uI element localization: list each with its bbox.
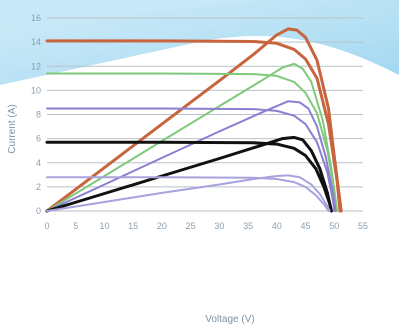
- y-tick-label: 6: [36, 134, 41, 144]
- x-tick-label: 25: [186, 221, 196, 231]
- y-tick-label: 0: [36, 206, 41, 216]
- x-tick-label: 5: [73, 221, 78, 231]
- x-tick-label: 10: [99, 221, 109, 231]
- x-tick-label: 30: [214, 221, 224, 231]
- x-tick-label: 20: [157, 221, 167, 231]
- series-line-4: [46, 72, 338, 212]
- decorative-banner: [0, 0, 399, 85]
- y-tick-label: 2: [36, 182, 41, 192]
- x-tick-label: 15: [128, 221, 138, 231]
- y-tick-label: 14: [31, 37, 41, 47]
- series-group: [45, 27, 343, 213]
- x-tick-label: 40: [272, 221, 282, 231]
- series-line-9: [46, 174, 331, 212]
- x-tick-label: 35: [243, 221, 253, 231]
- series-line-3: [46, 62, 339, 212]
- tick-labels: 0 2 4 6 8 10 12 14 16 0 5 10 15 20 25 30 35 40 45 50 55: [31, 13, 368, 231]
- series-line-6: [46, 107, 336, 212]
- x-tick-label: 45: [301, 221, 311, 231]
- y-tick-label: 16: [31, 13, 41, 23]
- series-line-10: [46, 176, 330, 212]
- series-line-5: [46, 100, 337, 212]
- series-line-7: [45, 135, 333, 213]
- x-tick-label: 55: [358, 221, 368, 231]
- x-tick-label: 0: [44, 221, 49, 231]
- series-line-8: [45, 140, 333, 213]
- y-tick-label: 10: [31, 85, 41, 95]
- y-tick-label: 4: [36, 158, 41, 168]
- banner-highlight: [0, 0, 260, 22]
- y-axis-label: Current (A): [7, 104, 18, 153]
- y-tick-label: 12: [31, 61, 41, 71]
- x-axis-label: Voltage (V): [205, 314, 254, 325]
- banner-swoosh: [0, 0, 399, 85]
- x-tick-label: 50: [329, 221, 339, 231]
- y-tick-label: 8: [36, 110, 41, 120]
- series-line-2: [45, 39, 342, 213]
